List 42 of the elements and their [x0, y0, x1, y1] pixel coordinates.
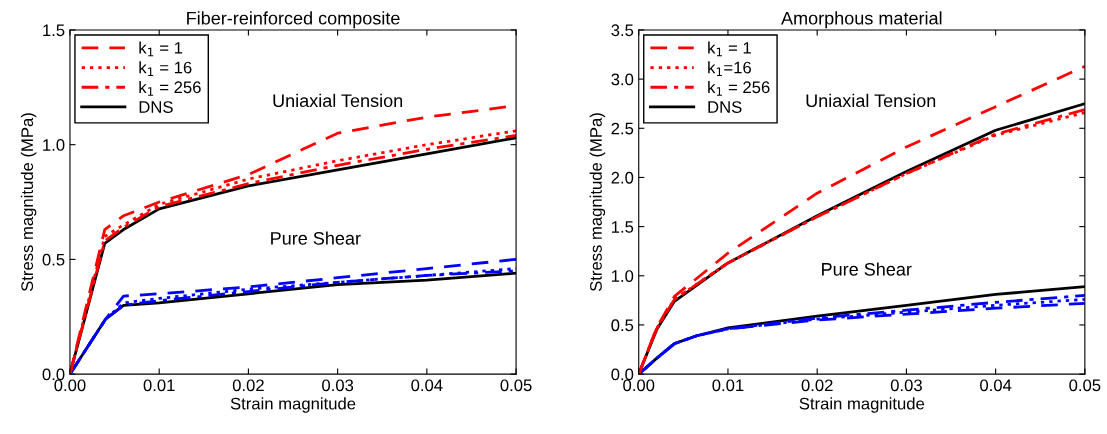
- x-tick-label: 0.03: [322, 379, 354, 392]
- annotation: Uniaxial Tension: [806, 93, 936, 108]
- x-tick-label: 0.05: [500, 379, 532, 392]
- annotation: Pure Shear: [822, 262, 912, 276]
- y-tick-label: 0.5: [42, 253, 65, 266]
- y-tick-label: 3.5: [611, 24, 634, 37]
- y-axis-title: Stress magnitude (MPa): [20, 113, 37, 292]
- y-tick-label: 2.5: [611, 122, 634, 135]
- legend-label: k$_{1}$ = 1: [708, 41, 751, 57]
- legend-label: k$_{1}$ = 16: [139, 61, 192, 77]
- y-tick-label: 2.0: [611, 171, 634, 184]
- annotation: Pure Shear: [271, 231, 361, 245]
- x-tick-label: 0.02: [801, 379, 833, 392]
- x-tick-label: 0.01: [143, 379, 175, 392]
- annotation: Uniaxial Tension: [273, 93, 403, 108]
- x-tick-label: 0.00: [54, 379, 86, 392]
- y-axis-title: Stress magnitude (MPa): [589, 113, 606, 292]
- x-axis-title: Strain magnitude: [230, 397, 356, 413]
- legend-label: k$_{1}$ = 1: [139, 41, 183, 57]
- x-tick-label: 0.05: [1069, 379, 1101, 392]
- y-tick-label: 1.0: [611, 270, 634, 282]
- x-tick-label: 0.04: [411, 379, 443, 392]
- x-tick-label: 0.01: [712, 379, 744, 392]
- x-tick-label: 0.00: [623, 379, 655, 392]
- y-tick-label: 0.5: [611, 319, 634, 332]
- y-tick-label: 1.5: [611, 221, 634, 233]
- y-tick-label: 0.0: [611, 368, 634, 381]
- y-tick-label: 3.0: [611, 73, 634, 86]
- y-tick-label: 0.0: [42, 368, 65, 381]
- chart-title: Amorphous material: [781, 11, 942, 29]
- x-tick-label: 0.03: [890, 379, 922, 392]
- legend-label: k$_{1}$ = 256: [139, 80, 201, 96]
- x-axis-title: Strain magnitude: [799, 397, 925, 413]
- chart-title: Fiber-reinforced composite: [187, 11, 400, 29]
- y-tick-label: 1.5: [43, 24, 65, 37]
- x-tick-label: 0.02: [232, 379, 264, 392]
- legend-label: DNS: [708, 101, 742, 113]
- legend-label: k$_{1}$=16: [708, 61, 751, 77]
- legend-label: DNS: [139, 101, 173, 113]
- legend-label: k$_{1}$ = 256: [708, 80, 770, 96]
- x-tick-label: 0.04: [980, 379, 1012, 392]
- y-tick-label: 1.0: [43, 139, 65, 151]
